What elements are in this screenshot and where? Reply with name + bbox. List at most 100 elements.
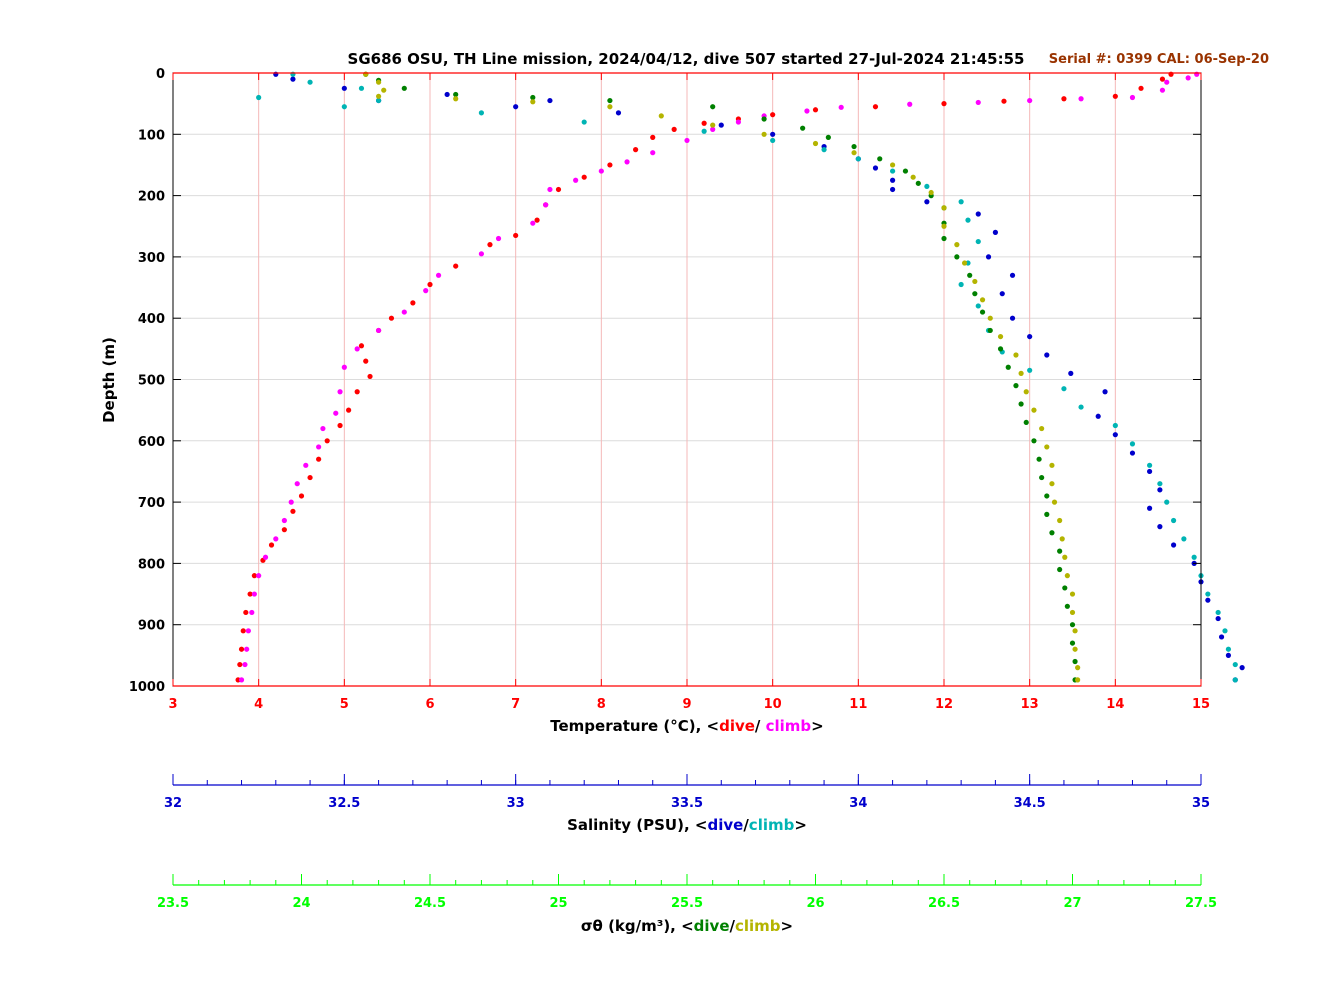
grid-layer xyxy=(172,72,1202,687)
density-climb-point xyxy=(1044,444,1050,450)
axis-label-prefix: Salinity (PSU), < xyxy=(567,816,707,834)
temperature-climb-point xyxy=(337,389,343,395)
density-climb-point xyxy=(1075,665,1081,671)
salinity-dive-point xyxy=(1068,370,1074,376)
temperature-tick-label: 15 xyxy=(1192,697,1210,712)
salinity-tick-label: 32 xyxy=(164,796,182,811)
temperature-dive-point xyxy=(671,126,677,132)
density-climb-point xyxy=(910,174,916,180)
temperature-dive-point xyxy=(316,456,322,462)
density-climb-point xyxy=(1018,370,1024,376)
temperature-climb-point xyxy=(354,346,360,352)
salinity-dive-point xyxy=(341,85,347,91)
salinity-dive-point xyxy=(1225,652,1232,658)
density-climb-point xyxy=(607,104,613,110)
axis-label-separator: / xyxy=(755,717,766,735)
salinity-climb-point xyxy=(581,119,587,125)
density-tick-label: 27.5 xyxy=(1185,896,1217,911)
temperature-climb-point xyxy=(316,444,322,450)
temperature-dive-point xyxy=(346,407,352,413)
salinity-tick-label: 34.5 xyxy=(1014,796,1046,811)
temperature-dive-point xyxy=(240,628,246,634)
salinity-dive-point xyxy=(1095,413,1101,419)
salinity-climb-point xyxy=(1129,441,1136,447)
axis-label-climb: climb xyxy=(735,917,781,935)
temperature-tick-label: 9 xyxy=(682,697,691,712)
salinity-climb-point xyxy=(1232,677,1238,683)
axis-label-separator: / xyxy=(743,816,749,834)
temperature-dive-point xyxy=(555,186,562,193)
depth-tick-label: 0 xyxy=(156,67,165,82)
temperature-dive-point xyxy=(770,112,776,118)
depth-tick-label: 800 xyxy=(138,557,165,572)
salinity-dive-point xyxy=(999,291,1005,297)
depth-tick-label: 700 xyxy=(138,496,165,511)
series-layer xyxy=(235,71,1245,683)
density-climb-point xyxy=(658,113,664,119)
salinity-dive-series xyxy=(273,71,1245,683)
depth-tick-label: 600 xyxy=(138,435,165,450)
temperature-tick-label: 5 xyxy=(340,697,349,712)
temperature-climb-point xyxy=(530,220,536,226)
density-dive-point xyxy=(825,134,831,140)
density-dive-point xyxy=(877,156,883,162)
salinity-climb-point xyxy=(1157,481,1163,487)
temperature-climb-point xyxy=(341,364,347,370)
temperature-climb-point xyxy=(735,119,742,125)
salinity-dive-point xyxy=(1239,665,1245,671)
salinity-dive-point xyxy=(1044,352,1050,358)
temperature-dive-point xyxy=(650,134,656,140)
salinity-climb-point xyxy=(975,303,981,309)
salinity-climb-point xyxy=(924,183,930,190)
density-climb-point xyxy=(812,140,819,147)
salinity-climb-point xyxy=(1078,404,1084,410)
density-climb-point xyxy=(954,242,960,248)
axis-label-suffix: > xyxy=(781,917,794,935)
density-tick-label: 27 xyxy=(1063,896,1081,911)
density-dive-series xyxy=(363,71,1078,683)
depth-tick-label: 100 xyxy=(138,128,165,143)
temperature-climb-series xyxy=(238,71,1200,683)
density-climb-point xyxy=(1072,646,1078,652)
salinity-climb-point xyxy=(770,137,776,144)
axis-label-dive: dive xyxy=(719,717,755,735)
density-tick-label: 26 xyxy=(806,896,824,911)
depth-tick-label: 400 xyxy=(138,312,165,327)
temperature-axis-label: Temperature (°C), <dive/ climb> xyxy=(550,717,824,735)
density-climb-point xyxy=(1064,573,1070,579)
temperature-climb-point xyxy=(1164,79,1170,85)
salinity-climb-point xyxy=(1205,591,1211,597)
salinity-dive-point xyxy=(992,229,999,235)
temperature-climb-point xyxy=(245,628,251,634)
temperature-tick-label: 12 xyxy=(935,697,953,712)
temperature-climb-point xyxy=(320,425,326,432)
temperature-dive-point xyxy=(487,242,493,248)
temperature-dive-point xyxy=(701,120,707,126)
temperature-climb-point xyxy=(262,554,269,560)
density-dive-point xyxy=(1036,456,1042,462)
salinity-dive-point xyxy=(1218,634,1225,640)
salinity-tick-label: 33.5 xyxy=(671,796,703,811)
density-dive-point xyxy=(1049,530,1055,536)
density-climb-point xyxy=(710,122,716,128)
salinity-climb-point xyxy=(1147,462,1153,468)
density-climb-point xyxy=(972,278,978,285)
density-dive-point xyxy=(1013,383,1019,389)
density-dive-point xyxy=(800,125,806,131)
density-climb-point xyxy=(1059,536,1065,542)
density-dive-point xyxy=(954,254,960,260)
temperature-climb-point xyxy=(1078,96,1084,102)
density-tick-label: 26.5 xyxy=(928,896,960,911)
density-climb-point xyxy=(376,93,382,99)
temperature-dive-point xyxy=(581,174,587,180)
density-dive-point xyxy=(972,291,978,297)
temperature-tick-label: 6 xyxy=(425,697,434,712)
temperature-climb-point xyxy=(1185,75,1191,81)
temperature-dive-point xyxy=(324,438,330,444)
temperature-climb-point xyxy=(650,150,656,156)
temperature-dive-point xyxy=(290,508,296,514)
density-dive-point xyxy=(453,91,459,98)
salinity-dive-point xyxy=(718,122,724,128)
temperature-dive-point xyxy=(268,542,275,548)
